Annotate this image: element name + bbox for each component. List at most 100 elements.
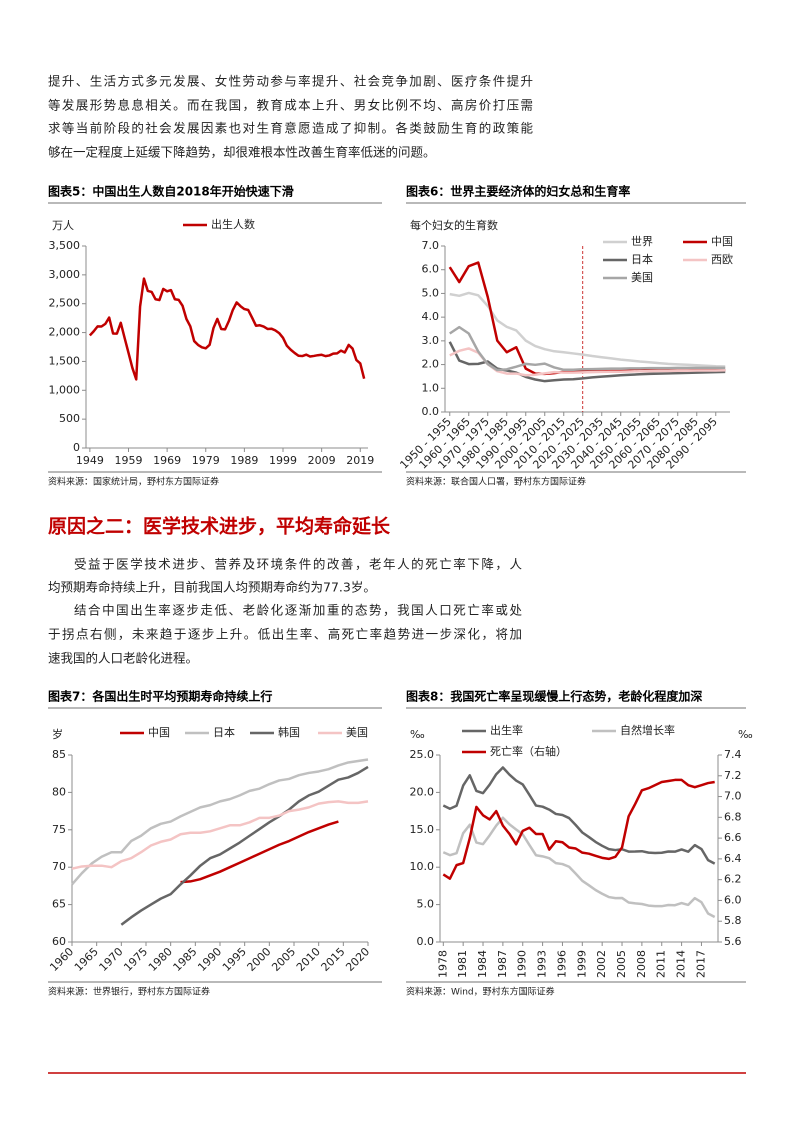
x-tick-label: 1999 [269,454,297,467]
source-note: 资料来源：国家统计局，野村东方国际证券 [48,476,219,488]
y2-tick-label: 7.0 [724,790,742,803]
x-tick-label: 1959 [114,454,142,467]
x-tick-label: 1990 [195,945,224,974]
y-tick-label: 10.0 [410,860,435,873]
chart-title: 图表7：各国出生时平均预期寿命持续上行 [48,689,272,704]
paragraph-line: 求等当前阶段的社会发展因素也对生育意愿造成了抑制。各类鼓励生育的政策能 [48,121,533,136]
paragraph-line: 够在一定程度上延缓下降趋势，却很难根本性改善生育率低迷的问题。 [48,145,436,160]
legend-label: 美国 [346,726,368,739]
y-tick-label: 60 [52,935,66,948]
x-tick-label: 2005 [269,945,298,974]
chart-title: 图表8：我国死亡率呈现缓慢上行态势，老龄化程度加深 [406,689,702,704]
y-tick-label: 4.0 [422,310,440,323]
chart-title: 图表5：中国出生人数自2018年开始快速下滑 [48,184,294,199]
y-tick-label: 15.0 [410,823,435,836]
series-line [442,766,716,865]
legend-label: 西欧 [711,253,733,266]
series-line [449,291,726,368]
y2-tick-label: 6.8 [724,810,742,823]
section-heading: 原因之二：医学技术进步，平均寿命延长 [48,515,391,538]
paragraph-line: 于拐点右侧，未来趋于逐步上升。低出生率、高死亡率趋势进一步深化，将加 [48,627,522,642]
series-line [449,325,726,372]
y-tick-label: 1,500 [49,354,81,367]
x-tick-label: 1960 [47,945,76,974]
x-tick-label: 2015 [319,945,348,974]
y2-tick-label: 5.8 [724,914,742,927]
paragraph-line: 等发展形势息息相关。而在我国，教育成本上升、男女比例不均、高房价打压需 [48,98,533,113]
x-tick-label: 2008 [635,950,648,978]
y-tick-label: 70 [52,860,66,873]
legend-label: 中国 [711,235,733,248]
y2-tick-label: 6.4 [724,852,742,865]
legend-label: 出生率 [490,723,523,737]
y-tick-label: 3,000 [49,268,81,281]
x-tick-label: 2011 [655,950,668,978]
source-note: 资料来源：世界银行，野村东方国际证券 [48,986,210,998]
y-tick-label: 25.0 [410,748,435,761]
x-tick-label: 2000 [245,945,274,974]
y-tick-label: 2,000 [49,326,81,339]
y-tick-label: 80 [52,785,66,798]
x-tick-label: 1984 [476,950,489,978]
series-line [120,765,369,926]
x-tick-label: 1987 [496,950,509,978]
y-tick-label: 500 [59,412,80,425]
legend-label: 日本 [213,725,235,739]
x-tick-label: 1978 [436,950,449,978]
y-tick-label: 2,500 [49,297,81,310]
x-tick-label: 1969 [153,454,181,467]
y-tick-label: 6.0 [422,263,440,276]
legend-label: 死亡率（右轴） [490,744,567,758]
legend-label: 自然增长率 [620,723,675,737]
x-tick-label: 1979 [192,454,220,467]
x-tick-label: 1985 [171,945,200,974]
y-tick-label: 75 [52,823,66,836]
x-tick-label: 1996 [555,950,568,978]
paragraph-line: 提升、生活方式多元发展、女性劳动参与率提升、社会竞争加剧、医疗条件提升 [48,74,533,89]
x-tick-label: 2019 [346,454,374,467]
y-tick-label: 3,500 [49,239,81,252]
x-tick-label: 1995 [220,945,249,974]
series-line [88,277,366,381]
y-tick-label: 2.0 [422,358,440,371]
paragraph-line: 均预期寿命持续上升，目前我国人均预期寿命约为77.3岁。 [48,580,376,595]
y2-tick-label: 6.0 [724,893,742,906]
source-note: 资料来源：联合国人口署，野村东方国际证券 [406,476,586,488]
chart-title: 图表6：世界主要经济体的妇女总和生育率 [406,184,630,199]
y-tick-label: 3.0 [422,334,440,347]
series-line [442,816,716,919]
series-line [71,800,369,870]
y-tick-label: 5.0 [417,898,435,911]
y-tick-label: 85 [52,748,66,761]
y-tick-label: 5.0 [422,286,440,299]
y2-tick-label: 6.6 [724,831,742,844]
series-line [180,820,339,884]
y2-tick-label: 6.2 [724,873,742,886]
y2-tick-label: 7.2 [724,769,742,782]
y-tick-label: 0 [73,441,80,454]
paragraph-line: 结合中国出生率逐步走低、老龄化逐渐加重的态势，我国人口死亡率或处 [74,603,522,618]
y-unit: ‰ [410,728,425,741]
x-tick-label: 1980 [146,945,175,974]
legend-label: 韩国 [278,725,300,739]
y-tick-label: 0.0 [422,405,440,418]
y-unit: 每个妇女的生育数 [410,218,498,232]
legend-label: 中国 [148,726,170,739]
series-line [448,341,726,383]
x-tick-label: 1975 [121,945,150,974]
x-tick-label: 2020 [343,945,372,974]
x-tick-label: 1993 [536,950,549,978]
x-tick-label: 2005 [615,950,628,978]
y-unit: 万人 [52,219,74,232]
x-tick-label: 1970 [97,945,126,974]
series-line [448,261,726,376]
y2-tick-label: 7.4 [724,748,742,761]
y-tick-label: 0.0 [417,935,435,948]
paragraph-line: 速我国的人口老龄化进程。 [48,651,198,666]
y2-unit: ‰ [738,728,753,741]
series-line [449,347,726,377]
x-tick-label: 2009 [308,454,336,467]
y-tick-label: 20.0 [410,785,435,798]
x-tick-label: 2002 [595,950,608,978]
y-unit: 岁 [52,727,63,741]
